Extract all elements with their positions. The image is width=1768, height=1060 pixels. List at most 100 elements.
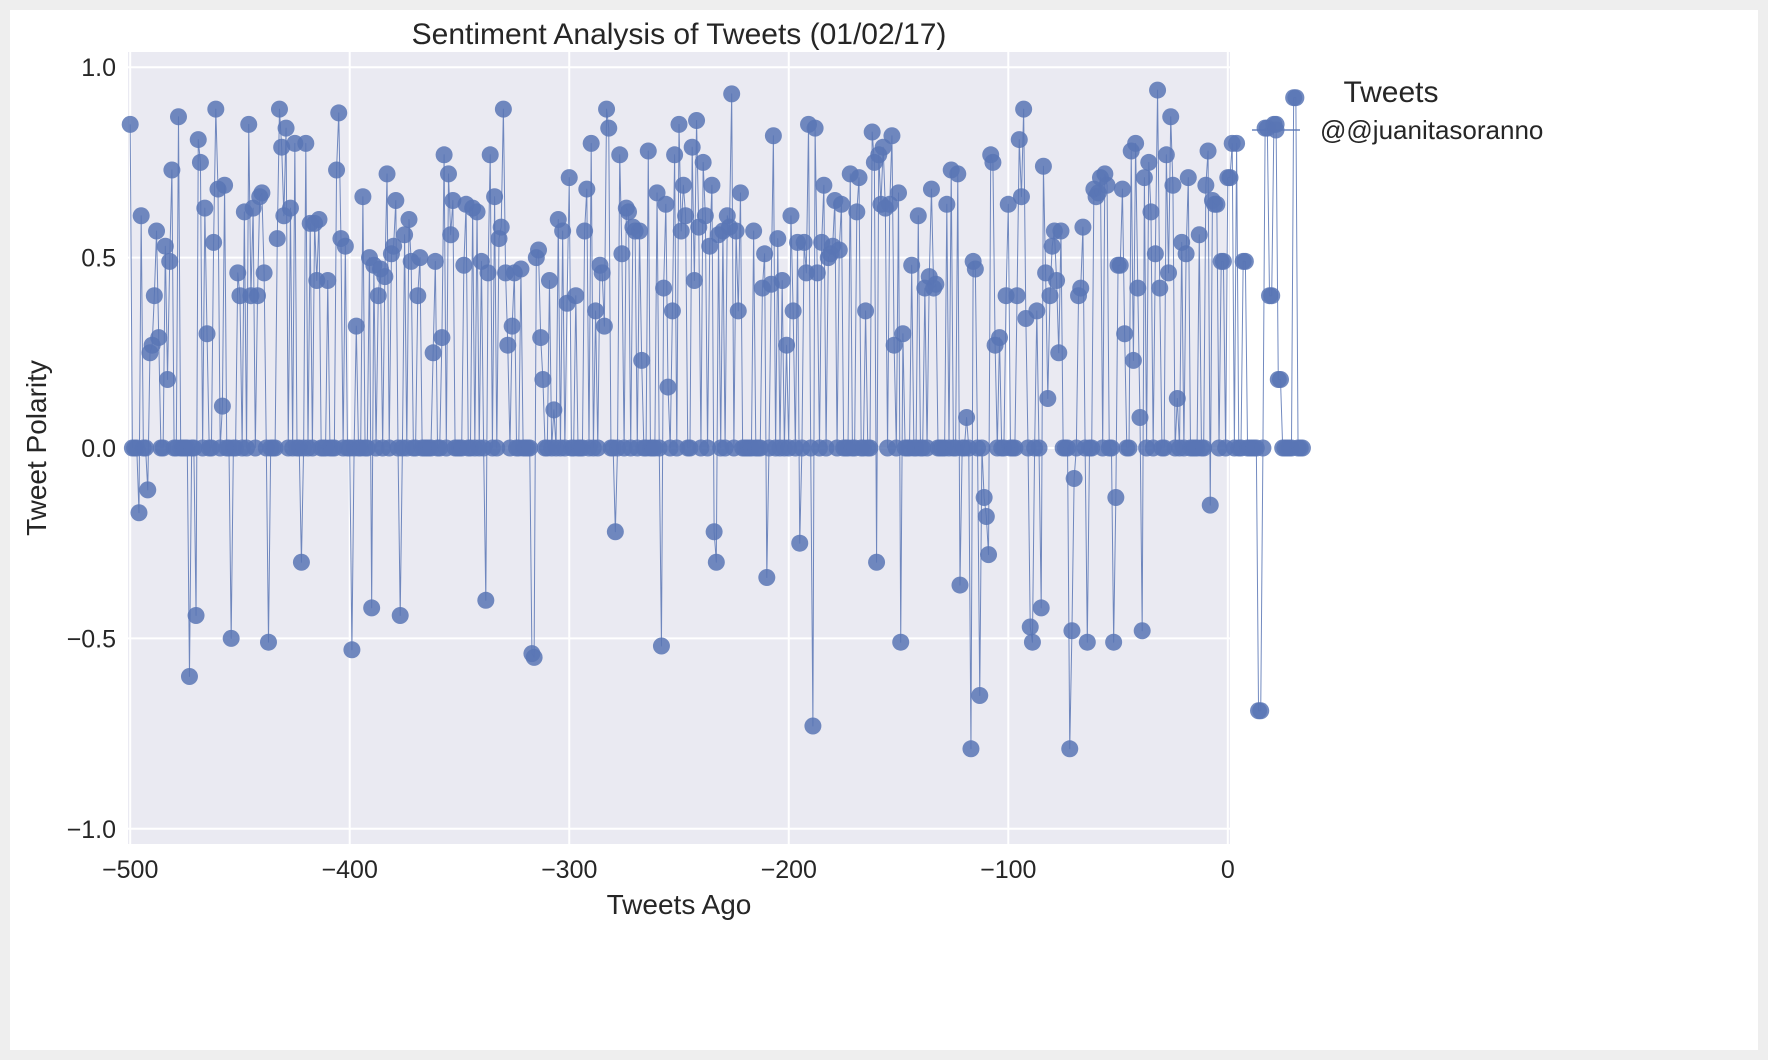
data-point [962,740,980,758]
data-point [639,142,657,160]
data-point [699,439,717,457]
data-point [595,317,613,335]
data-point [1133,622,1151,640]
data-point [951,576,969,594]
data-point [545,401,563,419]
data-point [703,176,721,194]
data-point [652,637,670,655]
data-point [1111,256,1129,274]
data-point [132,207,150,225]
data-point [587,302,605,320]
data-point [795,233,813,251]
data-point [503,317,521,335]
data-point [213,397,231,415]
data-point [971,687,989,704]
data-point [832,195,850,213]
data-point [534,370,552,388]
data-point [1015,100,1033,118]
data-point [130,504,148,522]
data-point [530,241,548,259]
data-point [756,245,774,263]
data-point [1236,252,1254,270]
data-point [521,439,539,457]
data-point [148,222,166,240]
data-point [758,568,776,586]
data-point [268,230,286,248]
data-point [1010,131,1028,149]
data-point [611,146,629,164]
data-point [336,237,354,255]
data-point [169,108,187,126]
data-point [731,184,749,202]
data-point [778,336,796,354]
data-point [477,591,495,609]
data-point [883,127,901,145]
data-point [892,633,910,651]
data-point [198,325,216,343]
data-point [830,241,848,259]
data-point [1160,264,1178,282]
data-point [249,287,267,305]
x-tick-label: −500 [102,856,158,884]
data-point [868,553,886,571]
data-point [1177,245,1195,263]
data-point [433,329,451,347]
data-point [150,329,168,347]
data-point [1061,740,1079,758]
y-tick-label: −0.5 [67,625,116,653]
data-point [633,351,651,369]
series-layer [121,81,1311,758]
data-point [354,188,372,206]
data-point [1021,618,1039,636]
tick-labels: −500 −400 −300 −200 −100 0 1.0 0.5 0.0 −0.5 −1.0 [67,54,1235,884]
data-point [1190,226,1208,244]
data-point [975,489,993,506]
data-point [492,218,510,236]
data-point [205,233,223,251]
data-point [396,226,414,244]
data-point [1048,271,1066,289]
data-point [222,629,240,647]
data-point [903,256,921,274]
data-point [863,123,881,141]
data-point [804,717,822,735]
data-point [1208,195,1226,213]
data-point [435,146,453,164]
x-tick-label: −100 [980,856,1036,884]
y-axis-label: Tweet Polarity [21,360,52,536]
data-point [1201,496,1219,514]
data-point [600,119,618,137]
data-point [1127,134,1145,152]
data-point [670,115,688,133]
data-point [1287,89,1305,107]
data-point [613,245,631,263]
data-point [1034,157,1052,175]
data-point [385,237,403,255]
data-point [857,302,875,320]
data-point [582,134,600,152]
chart-figure: −500 −400 −300 −200 −100 0 1.0 0.5 0.0 −0.5 −1.0 S… [10,10,1758,1050]
data-point [328,161,346,179]
data-point [1098,176,1116,194]
data-point [1028,302,1046,320]
data-point [973,439,991,457]
data-point [310,211,328,229]
data-point [663,302,681,320]
data-point [139,481,157,499]
data-point [1197,176,1215,194]
data-point [1162,108,1180,126]
data-point [773,271,791,289]
data-point [1012,188,1030,206]
legend-title: Tweets [1343,76,1438,109]
polarity-scatter-chart: −500 −400 −300 −200 −100 0 1.0 0.5 0.0 −0.5 −1.0 S… [21,18,1543,920]
data-point [1129,279,1147,297]
data-point [1149,81,1167,99]
data-point [723,85,741,103]
data-point [1039,390,1057,407]
data-point [532,329,550,347]
data-point [922,180,940,198]
data-point [387,192,405,209]
data-point [1065,469,1083,487]
data-point [400,211,418,229]
y-tick-label: −1.0 [67,816,116,844]
